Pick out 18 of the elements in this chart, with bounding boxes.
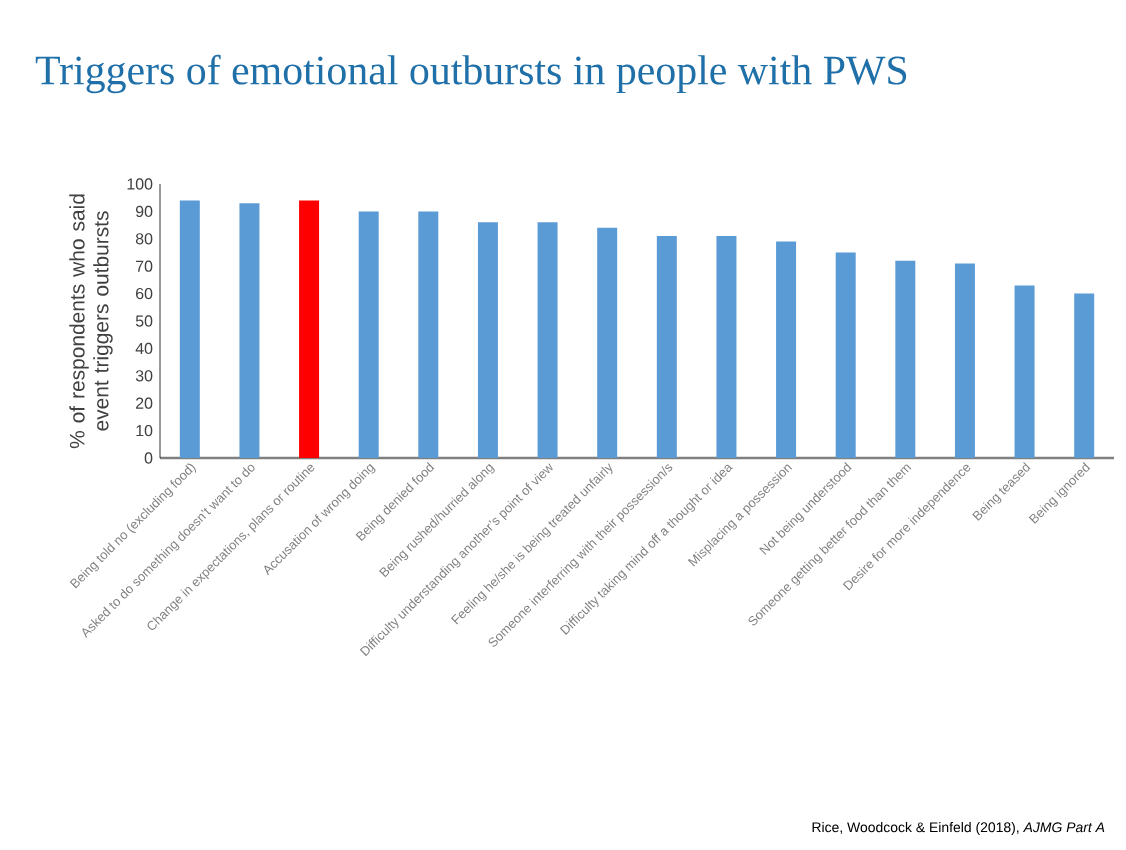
bar: [1014, 285, 1035, 458]
bar: [895, 260, 916, 458]
bar: [835, 252, 856, 458]
bar: [477, 222, 498, 458]
bar: [537, 222, 558, 458]
chart-title: Triggers of emotional outbursts in people with PWS: [35, 54, 907, 94]
bar: [358, 211, 379, 458]
y-axis-title: % of respondents who said event triggers outbursts: [69, 194, 113, 449]
bar: [954, 263, 975, 458]
bar: [776, 241, 797, 458]
bar: [179, 200, 200, 458]
bar: [597, 227, 618, 458]
bar: [1074, 293, 1095, 458]
bar: [656, 236, 677, 458]
bar: [299, 200, 320, 458]
bar: [239, 203, 260, 458]
bar: [716, 236, 737, 458]
bar: [418, 211, 439, 458]
